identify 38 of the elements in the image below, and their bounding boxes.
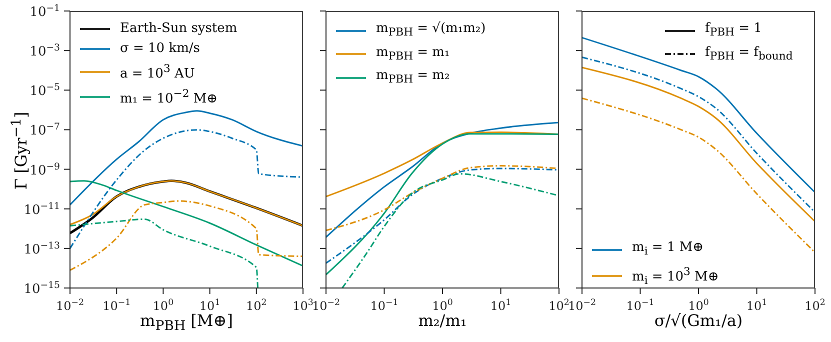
x-tick-label: 10$^{1}$ [746, 298, 768, 313]
x-tick-label: 10$^{−2}$ [56, 298, 84, 313]
x-tick-label: 10$^{0}$ [688, 298, 709, 313]
x-tick-label: 10$^{1}$ [199, 298, 220, 313]
x-axis-title: σ/√(Gm₁/a) [654, 311, 743, 330]
x-tick-label: 10$^{3}$ [292, 298, 314, 313]
y-tick-label: 10$^{−5}$ [30, 82, 60, 100]
legend-label: m$_{i}$ = 10$^{3}$ M⊕ [632, 264, 719, 289]
annotation: f$_{PBH}$ = f$_{bound}$ [705, 44, 793, 64]
legend-label: m$_{i}$ = 1 M⊕ [632, 239, 704, 260]
x-tick-label: 10$^{2}$ [804, 298, 826, 313]
x-tick-label: 10$^{2}$ [548, 298, 570, 313]
y-tick-label: 10$^{−15}$ [24, 280, 60, 297]
legend-label: m$_{PBH}$ = √(m₁m₂) [376, 20, 486, 41]
x-axis-title: m$_{PBH}$ [M⊕] [140, 311, 233, 334]
y-tick-label: 10$^{−13}$ [24, 240, 60, 258]
legend-label: m₁ = 10$^{−2}$ M⊕ [120, 86, 218, 109]
y-tick-label: 10$^{−11}$ [24, 200, 60, 218]
x-tick-label: 10$^{2}$ [246, 298, 267, 313]
x-tick-label: 10$^{1}$ [490, 298, 512, 313]
x-tick-label: 10$^{−1}$ [102, 298, 131, 313]
annotation: f$_{PBH}$ = 1 [705, 20, 762, 41]
legend-label: a = 10$^{3}$ AU [120, 61, 195, 84]
x-tick-label: 10$^{−1}$ [370, 298, 398, 313]
y-tick-label: 10$^{−3}$ [30, 42, 60, 60]
legend-label: Earth-Sun system [120, 20, 238, 38]
x-tick-label: 10$^{−2}$ [312, 298, 340, 313]
y-tick-label: 10$^{−1}$ [30, 2, 60, 20]
x-tick-label: 10$^{0}$ [432, 298, 453, 313]
x-axis-title: m₂/m₁ [418, 311, 467, 330]
x-tick-label: 10$^{0}$ [152, 298, 174, 313]
y-tick-label: 10$^{−9}$ [30, 160, 60, 178]
y-tick-label: 10$^{−7}$ [30, 121, 60, 139]
x-tick-label: 10$^{−1}$ [626, 298, 654, 313]
legend-label: m$_{PBH}$ = m₂ [376, 67, 450, 88]
legend-label: m$_{PBH}$ = m₁ [376, 44, 450, 64]
legend-label: σ = 10 km/s [120, 40, 200, 58]
x-tick-label: 10$^{−2}$ [568, 298, 596, 313]
